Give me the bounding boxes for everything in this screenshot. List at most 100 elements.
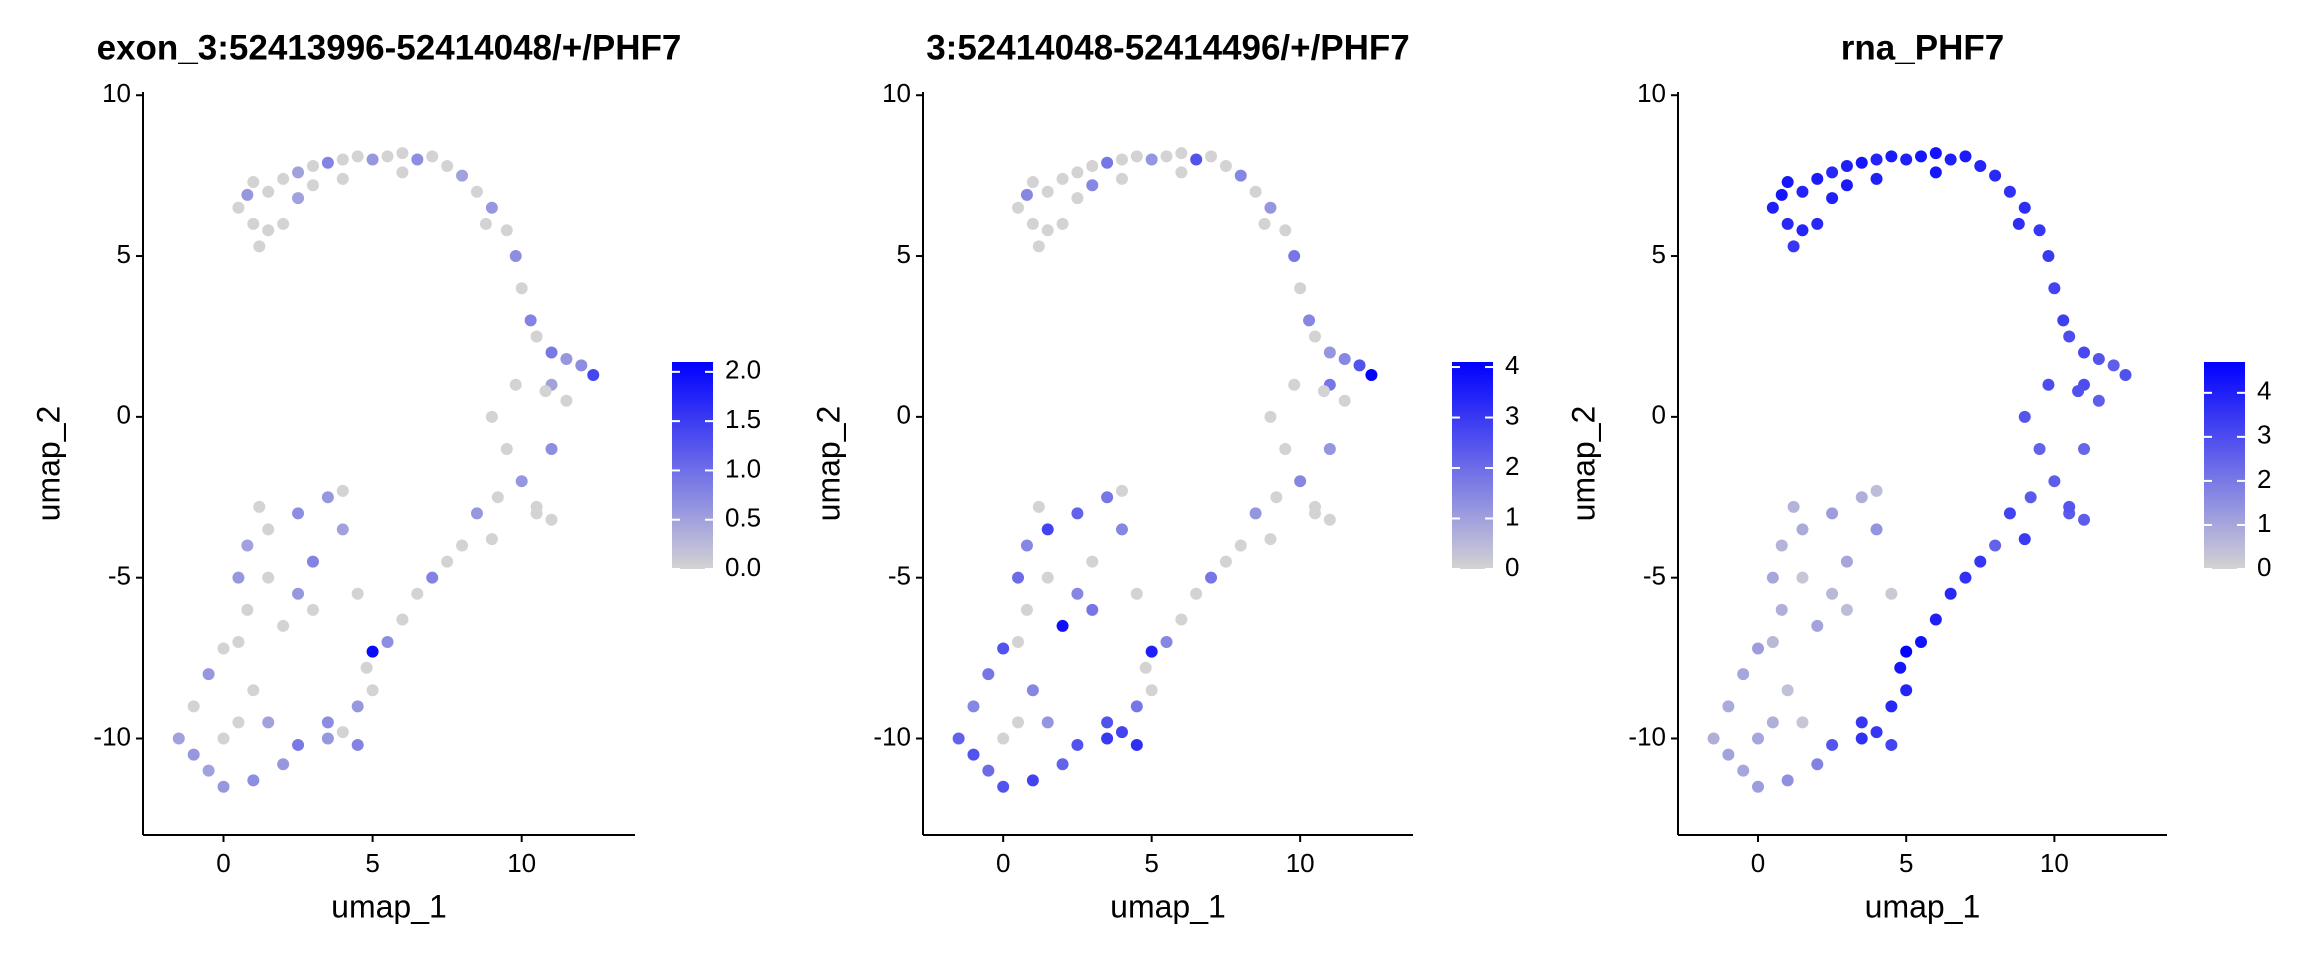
- point: [366, 645, 379, 658]
- chart-title: exon_3:52413996-52414048/+/PHF7: [97, 28, 682, 67]
- point: [321, 716, 334, 729]
- point: [1781, 217, 1794, 230]
- point: [1020, 539, 1033, 552]
- point: [277, 619, 290, 632]
- point: [381, 150, 394, 163]
- point: [1303, 314, 1316, 327]
- point: [1026, 684, 1039, 697]
- point: [1707, 732, 1720, 745]
- point: [1870, 726, 1883, 739]
- point: [479, 217, 492, 230]
- point: [1900, 645, 1913, 658]
- point: [336, 523, 349, 536]
- point: [1139, 661, 1152, 674]
- point: [1885, 738, 1898, 751]
- point: [241, 188, 254, 201]
- point: [202, 668, 215, 681]
- point: [187, 700, 200, 713]
- point: [277, 758, 290, 771]
- y-tick-label: 5: [1652, 239, 1666, 269]
- point: [253, 240, 266, 253]
- point: [2072, 385, 2085, 398]
- y-tick-label: -10: [1628, 721, 1666, 751]
- point: [1323, 443, 1336, 456]
- point: [2012, 217, 2025, 230]
- colorbar: [2204, 362, 2245, 569]
- point: [1175, 613, 1188, 626]
- point: [1026, 217, 1039, 230]
- point: [2003, 185, 2016, 198]
- point: [485, 201, 498, 214]
- point: [1258, 217, 1271, 230]
- point: [1752, 780, 1765, 793]
- point: [2092, 352, 2105, 365]
- point: [1026, 176, 1039, 189]
- colorbar-tick-label: 2: [2257, 464, 2271, 494]
- point: [1086, 179, 1099, 192]
- point: [241, 539, 254, 552]
- point: [560, 394, 573, 407]
- point: [253, 500, 266, 513]
- point: [524, 314, 537, 327]
- y-tick-label: -5: [1643, 561, 1666, 591]
- colorbar-tick-label: 1: [1505, 501, 1519, 531]
- point: [306, 555, 319, 568]
- point: [351, 738, 364, 751]
- point: [2057, 314, 2070, 327]
- point: [2048, 475, 2061, 488]
- point: [1959, 571, 1972, 584]
- point: [1145, 645, 1158, 658]
- point: [306, 159, 319, 172]
- point: [1737, 668, 1750, 681]
- point: [1959, 150, 1972, 163]
- point: [1071, 166, 1084, 179]
- point: [1826, 507, 1839, 520]
- point: [351, 150, 364, 163]
- point: [545, 513, 558, 526]
- point: [1101, 716, 1114, 729]
- point: [456, 169, 469, 182]
- point: [1766, 716, 1779, 729]
- point: [1929, 613, 1942, 626]
- point: [1130, 738, 1143, 751]
- x-tick-label: 5: [1144, 848, 1158, 878]
- point: [1041, 523, 1054, 536]
- point: [1915, 150, 1928, 163]
- point: [1288, 378, 1301, 391]
- point: [396, 166, 409, 179]
- point: [1737, 764, 1750, 777]
- colorbar-tick-label: 0: [2257, 552, 2271, 582]
- point: [2078, 346, 2091, 359]
- point: [2078, 443, 2091, 456]
- y-tick-label: 10: [1637, 78, 1666, 108]
- point: [1929, 147, 1942, 160]
- x-tick-label: 5: [1899, 848, 1913, 878]
- point: [262, 523, 275, 536]
- point: [1288, 250, 1301, 263]
- point: [1041, 571, 1054, 584]
- point: [2119, 369, 2132, 382]
- point: [1115, 172, 1128, 185]
- point: [1766, 201, 1779, 214]
- point: [1145, 684, 1158, 697]
- point: [1885, 587, 1898, 600]
- point: [1323, 513, 1336, 526]
- point: [1775, 539, 1788, 552]
- point: [202, 764, 215, 777]
- point: [1026, 774, 1039, 787]
- point: [262, 716, 275, 729]
- point: [1944, 587, 1957, 600]
- point: [1115, 726, 1128, 739]
- y-tick-label: 5: [117, 239, 131, 269]
- colorbar-tick-label: 3: [2257, 420, 2271, 450]
- chart-title: 3:52414048-52414496/+/PHF7: [926, 28, 1410, 67]
- point: [1294, 282, 1307, 295]
- point: [1190, 153, 1203, 166]
- point: [441, 555, 454, 568]
- point: [491, 491, 504, 504]
- point: [1781, 176, 1794, 189]
- point: [262, 185, 275, 198]
- point: [2018, 201, 2031, 214]
- point: [1974, 159, 1987, 172]
